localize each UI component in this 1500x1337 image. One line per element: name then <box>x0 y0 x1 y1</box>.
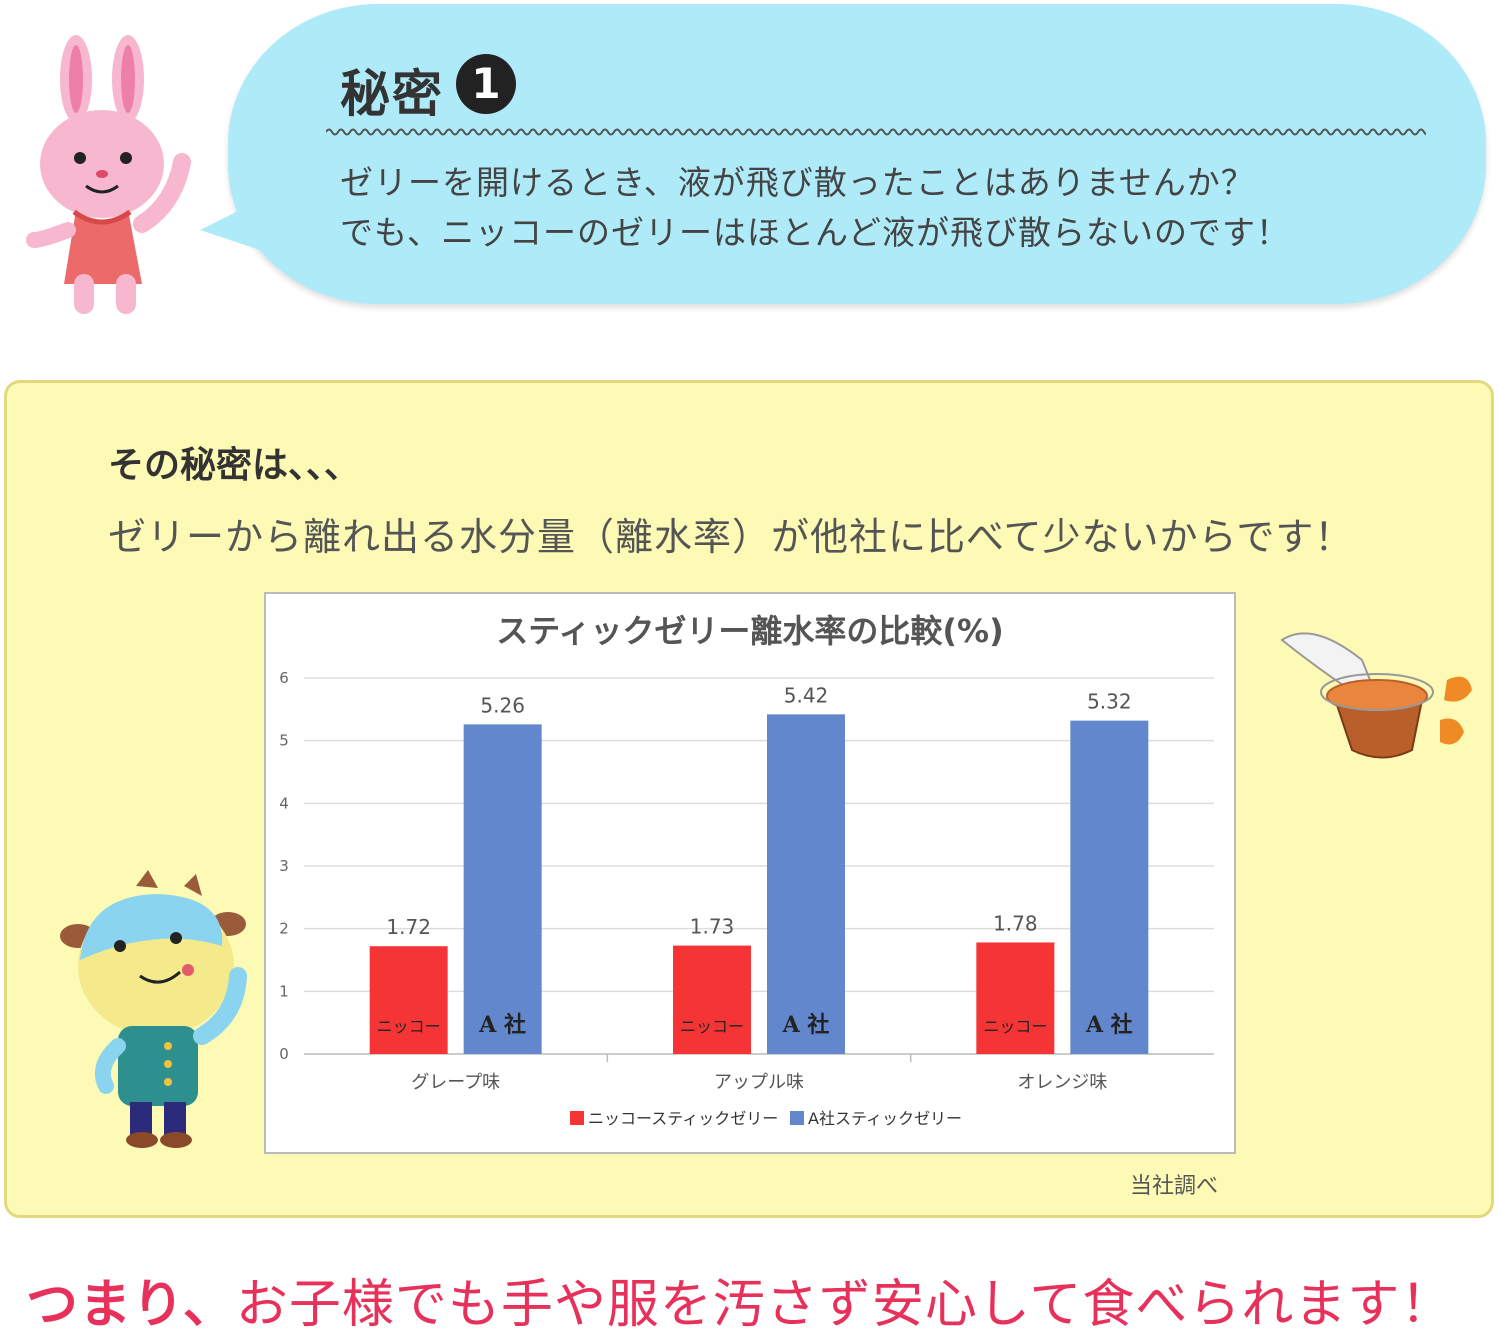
y-tick-label: 4 <box>279 794 289 812</box>
data-label: 5.26 <box>480 693 525 717</box>
jelly-cup-illustration <box>1280 632 1472 759</box>
wavy-divider <box>326 128 1426 136</box>
bar-inner-label: A 社 <box>782 1012 830 1038</box>
x-category-label: アップル味 <box>714 1072 804 1093</box>
conclusion-lead: つまり、 <box>26 1275 236 1335</box>
chart-container: スティックゼリー離水率の比較(%) 0 1 2 3 4 5 6 グレープ味 1.72 ニッコー 5.… <box>264 592 1236 1154</box>
legend-swatch <box>790 1111 804 1125</box>
bubble-text-line-1: ゼリーを開けるとき、液が飛び散ったことはありませんか？ <box>340 163 1255 202</box>
panel-heading: その秘密は、、、 <box>108 445 361 486</box>
speech-bubble <box>228 4 1486 304</box>
bar-nikko <box>976 942 1055 1054</box>
data-label: 5.42 <box>784 683 829 707</box>
speech-bubble-tail <box>200 200 260 250</box>
bar-inner-label: ニッコー <box>680 1017 744 1036</box>
secret-number-badge: 1 <box>456 54 516 114</box>
conclusion-rest: お子様でも手や服を汚さず安心して食べられます！ <box>235 1275 1454 1335</box>
data-label: 1.72 <box>386 915 431 939</box>
y-tick-label: 3 <box>279 857 289 875</box>
bar-inner-label: A 社 <box>1085 1012 1133 1038</box>
bar-inner-label: ニッコー <box>377 1017 441 1036</box>
legend-entry: ニッコースティックゼリー <box>588 1109 778 1128</box>
legend-swatch <box>570 1111 584 1125</box>
bar-nikko <box>369 946 448 1054</box>
cow-character <box>60 870 247 1148</box>
bar-chart: スティックゼリー離水率の比較(%) 0 1 2 3 4 5 6 グレープ味 1.72 ニッコー 5.… <box>279 612 1214 1128</box>
panel-text: ゼリーから離れ出る水分量（離水率）が他社に比べて少ないからです！ <box>108 515 1354 559</box>
legend-entry: A社スティックゼリー <box>808 1109 962 1128</box>
bar-inner-label: ニッコー <box>983 1017 1047 1036</box>
bar-company-a <box>1070 720 1149 1054</box>
y-tick-label: 2 <box>279 920 289 938</box>
secret-title: 秘密 <box>340 64 444 123</box>
bar-inner-label: A 社 <box>478 1012 526 1038</box>
x-category-label: グレープ味 <box>411 1072 500 1093</box>
data-label: 1.73 <box>690 915 735 939</box>
data-label: 1.78 <box>993 911 1038 935</box>
bar-company-a <box>463 724 542 1054</box>
bubble-text-line-2: でも、ニッコーのゼリーはほとんど液が飛び散らないのです！ <box>340 213 1291 252</box>
y-tick-label: 6 <box>279 669 289 687</box>
y-tick-label: 0 <box>279 1045 289 1063</box>
y-tick-label: 1 <box>279 982 289 1000</box>
chart-title: スティックゼリー離水率の比較(%) <box>496 612 1003 650</box>
rabbit-character <box>26 35 191 314</box>
y-tick-label: 5 <box>279 732 289 750</box>
data-label: 5.32 <box>1087 690 1132 714</box>
x-category-label: オレンジ味 <box>1017 1072 1107 1093</box>
source-note: 当社調べ <box>1130 1174 1219 1199</box>
conclusion-text: つまり、お子様でも手や服を汚さず安心して食べられます！ <box>26 1262 1453 1337</box>
bar-company-a <box>767 714 845 1054</box>
bar-nikko <box>673 945 751 1054</box>
